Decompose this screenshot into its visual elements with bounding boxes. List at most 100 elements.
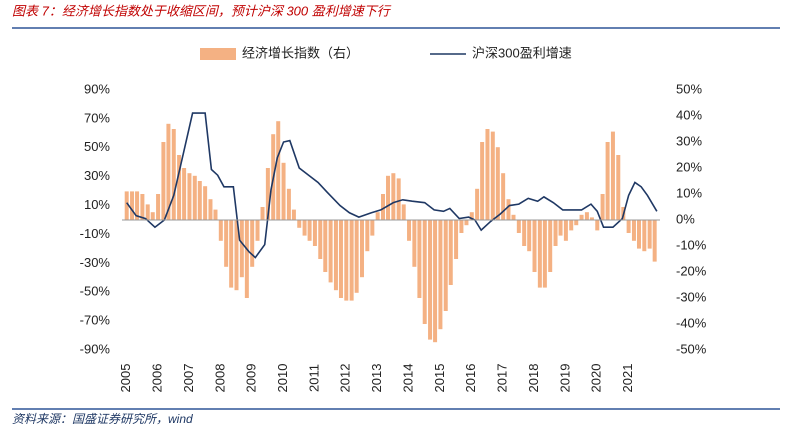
x-tick-label: 2006 <box>150 364 165 393</box>
bar <box>428 220 433 340</box>
bar <box>522 220 527 246</box>
bar <box>375 212 380 220</box>
y-tick-label: 90% <box>84 81 110 96</box>
bar <box>506 199 511 220</box>
y2-tick-label: -20% <box>676 263 707 278</box>
y2-tick-label: 30% <box>676 133 702 148</box>
bar <box>433 220 438 343</box>
bar <box>145 204 150 220</box>
bar <box>229 220 234 288</box>
bar <box>652 220 657 262</box>
bar <box>218 220 223 241</box>
source: 资料来源：国盛证券研究所，wind <box>12 412 193 426</box>
bar <box>265 168 270 220</box>
y2-tick-label: 20% <box>676 159 702 174</box>
x-tick-label: 2021 <box>620 364 635 393</box>
bar <box>365 220 370 252</box>
y-tick-label: 30% <box>84 168 110 183</box>
y2-tick-label: -30% <box>676 289 707 304</box>
x-tick-label: 2013 <box>369 364 384 393</box>
bar <box>297 220 302 228</box>
x-tick-label: 2020 <box>589 364 604 393</box>
bar <box>553 220 558 246</box>
y-tick-label: -70% <box>80 313 111 328</box>
bar <box>381 194 386 220</box>
bar <box>600 194 605 220</box>
bar <box>558 220 563 236</box>
bar <box>323 220 328 272</box>
y2-tick-label: 0% <box>676 211 695 226</box>
bar <box>307 220 312 241</box>
bar <box>391 173 396 220</box>
bar <box>213 209 218 220</box>
y2-tick-label: -40% <box>676 315 707 330</box>
bar <box>276 121 281 220</box>
bar <box>631 220 636 241</box>
bar <box>642 220 647 252</box>
y-tick-label: -10% <box>80 226 111 241</box>
bar <box>417 220 422 298</box>
bar <box>595 220 600 231</box>
bar <box>171 129 176 220</box>
y-tick-label: -50% <box>80 284 111 299</box>
x-tick-label: 2005 <box>118 364 133 393</box>
line <box>126 112 658 259</box>
bar <box>422 220 427 324</box>
bar <box>177 155 182 220</box>
x-tick-label: 2014 <box>400 364 415 393</box>
x-tick-label: 2017 <box>495 364 510 393</box>
bar <box>187 173 192 220</box>
x-tick-label: 2009 <box>244 364 259 393</box>
bar <box>532 220 537 272</box>
bar <box>166 123 171 220</box>
bar <box>291 209 296 220</box>
legend-swatch <box>200 48 236 60</box>
bar <box>527 220 532 252</box>
bar <box>224 220 229 267</box>
bar <box>250 220 255 267</box>
bar <box>569 220 574 231</box>
y2-tick-label: -50% <box>676 341 707 356</box>
y-tick-label: 50% <box>84 139 110 154</box>
bar <box>563 220 568 241</box>
bar <box>469 212 474 220</box>
y-tick-label: 10% <box>84 197 110 212</box>
x-tick-label: 2007 <box>181 364 196 393</box>
y-tick-label: -30% <box>80 255 111 270</box>
bar <box>511 214 516 220</box>
bar <box>495 147 500 220</box>
bar <box>239 220 244 278</box>
bar <box>501 173 506 220</box>
bar <box>548 220 553 272</box>
bar <box>135 191 140 220</box>
bar <box>192 175 197 220</box>
bar <box>475 188 480 220</box>
bar <box>244 220 249 298</box>
bar <box>255 220 260 241</box>
bar <box>605 142 610 220</box>
y-tick-label: -90% <box>80 341 111 356</box>
legend-label: 沪深300盈利增速 <box>472 45 572 60</box>
bar <box>370 220 375 236</box>
bar <box>328 220 333 283</box>
bar <box>542 220 547 288</box>
bar <box>480 142 485 220</box>
bar <box>286 188 291 220</box>
x-tick-label: 2016 <box>463 364 478 393</box>
bar <box>407 220 412 241</box>
x-tick-label: 2011 <box>306 364 321 392</box>
bar <box>579 214 584 220</box>
bar <box>124 191 129 220</box>
bar <box>443 220 448 311</box>
x-tick-label: 2018 <box>526 364 541 393</box>
bar <box>359 220 364 278</box>
bar <box>344 220 349 301</box>
bar <box>610 131 615 220</box>
bar <box>454 220 459 259</box>
bar <box>490 131 495 220</box>
bar <box>626 220 631 233</box>
bar <box>234 220 239 291</box>
bar <box>208 199 213 220</box>
bar <box>338 220 343 298</box>
bar <box>464 220 469 226</box>
